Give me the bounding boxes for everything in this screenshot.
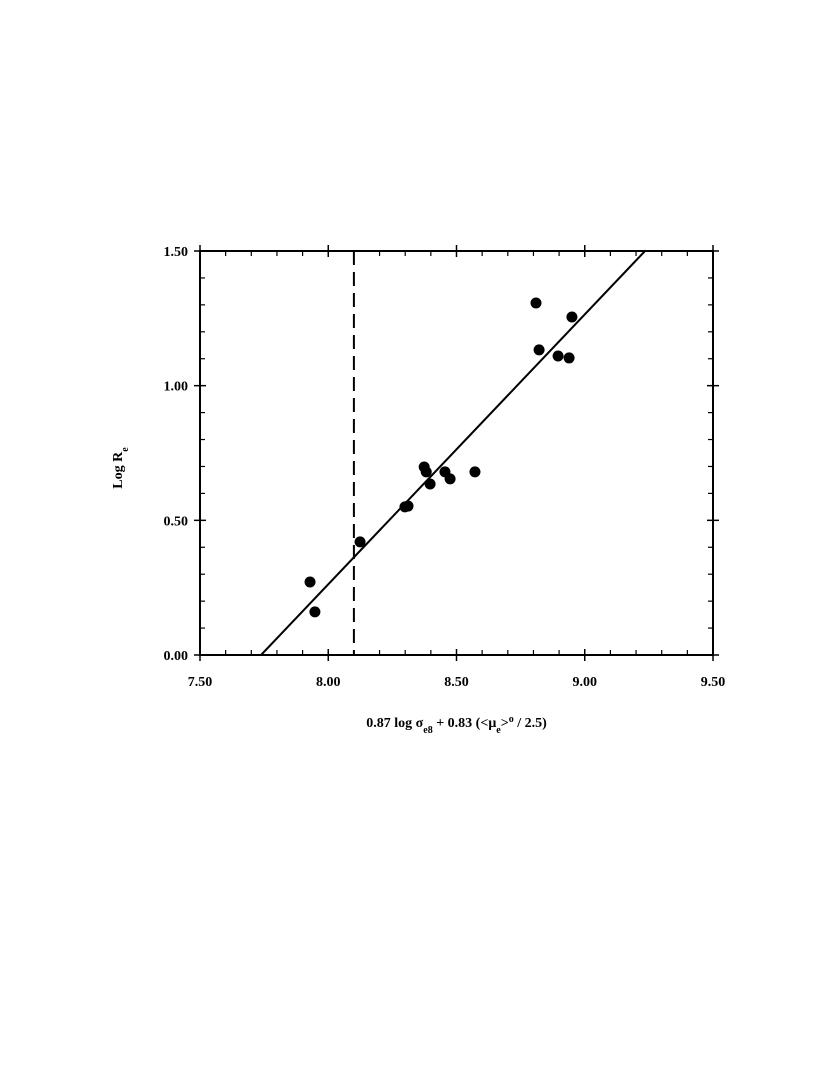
data-point	[563, 352, 575, 364]
data-point	[420, 466, 432, 478]
data-point	[444, 473, 456, 485]
y-tick-label: 1.00	[164, 380, 189, 395]
y-axis-label-part: Log R	[111, 451, 126, 489]
data-point	[469, 466, 481, 478]
y-tick-label: 0.00	[164, 649, 189, 664]
x-axis-label-part: e	[496, 725, 501, 736]
y-axis-label-part: e	[120, 447, 131, 452]
x-axis-label-part: 0.87 log σ	[366, 716, 423, 731]
x-tick-label: 9.00	[573, 675, 598, 690]
x-axis-label-part: o	[509, 714, 514, 725]
x-axis-label-part: e8	[423, 725, 432, 736]
plot-frame	[199, 250, 714, 656]
x-axis-label-part: / 2.5)	[514, 716, 547, 731]
y-tick-label: 0.50	[164, 514, 189, 529]
data-point	[354, 536, 366, 548]
x-tick-label: 8.50	[444, 675, 469, 690]
data-point	[309, 606, 321, 618]
data-point	[533, 344, 545, 356]
data-point	[566, 311, 578, 323]
x-axis-label-part: >	[501, 716, 509, 731]
data-point	[530, 297, 542, 309]
x-tick-label: 9.50	[701, 675, 726, 690]
y-tick-label: 1.50	[164, 245, 189, 260]
x-tick-label: 7.50	[188, 675, 213, 690]
x-axis-label-part: + 0.83 (<μ	[433, 716, 497, 731]
y-axis-label: Log Re	[111, 447, 131, 489]
data-point	[424, 478, 436, 490]
x-axis-label: 0.87 log σe8 + 0.83 (<μe>o / 2.5)	[366, 714, 547, 736]
x-tick-label: 8.00	[316, 675, 341, 690]
data-point	[304, 576, 316, 588]
fit-line	[260, 250, 646, 656]
data-point	[552, 350, 564, 362]
data-point	[402, 500, 414, 512]
